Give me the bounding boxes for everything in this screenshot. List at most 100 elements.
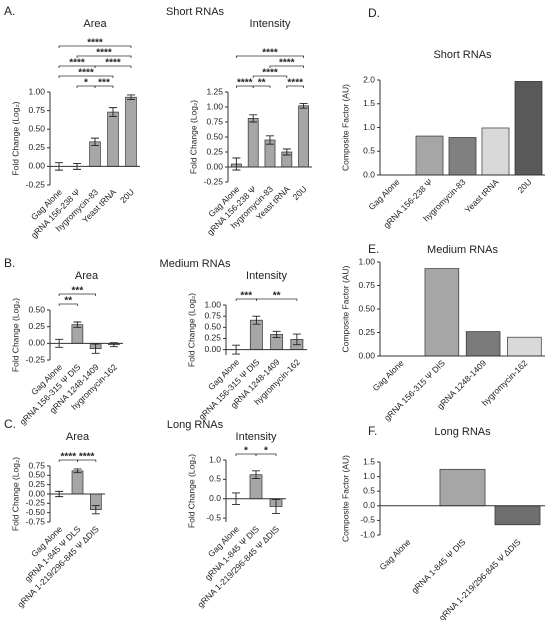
- y-axis-label: Composite Factor (AU): [340, 265, 350, 352]
- y-tick-label: 1.0: [363, 122, 375, 132]
- x-tick-label: Gag Alone: [377, 537, 412, 572]
- bar: [71, 470, 84, 495]
- bar: [415, 135, 444, 176]
- y-tick-label: 0.5: [363, 146, 375, 156]
- error-bar: [249, 114, 258, 123]
- significance-label: *: [244, 446, 248, 457]
- error-bar: [91, 137, 99, 147]
- section-title: Short RNAs: [166, 6, 225, 18]
- y-tick-label: 0.0: [209, 493, 221, 503]
- y-tick-label: -0.5: [206, 512, 221, 522]
- significance-bracket: [286, 85, 304, 88]
- panel-label: F.: [368, 424, 377, 438]
- bar: [494, 505, 541, 526]
- panel-label: B.: [4, 256, 15, 270]
- y-tick-label: 0.00: [28, 338, 45, 348]
- y-tick-label: -0.25: [26, 179, 46, 189]
- significance-label: ****: [279, 58, 295, 69]
- bar: [424, 268, 460, 357]
- chart-title: Short RNAs: [433, 49, 492, 61]
- x-tick-label: 20U: [515, 177, 533, 195]
- panel-label: A.: [4, 4, 15, 18]
- bar: [125, 96, 137, 167]
- significance-bracket: [255, 298, 298, 301]
- error-bar: [73, 321, 82, 328]
- significance-label: **: [258, 78, 266, 89]
- y-axis-label: Fold Change (Log₂): [10, 101, 20, 175]
- error-bar: [252, 470, 260, 480]
- y-tick-label: 0.25: [358, 327, 375, 337]
- error-bar: [91, 343, 100, 354]
- y-tick-label: 0.0: [363, 169, 375, 179]
- y-tick-label: 0.75: [206, 116, 223, 126]
- significance-bracket: [236, 55, 304, 58]
- significance-bracket: [94, 85, 114, 88]
- bar: [514, 81, 543, 176]
- chart-title: Area: [66, 431, 90, 443]
- significance-label: ****: [61, 452, 77, 463]
- y-axis-label: Composite Factor (AU): [340, 84, 350, 171]
- y-axis-label: Fold Change (Log₂): [188, 100, 198, 174]
- y-tick-label: 0.00: [28, 488, 45, 498]
- significance-label: ****: [87, 38, 103, 49]
- bar: [247, 118, 259, 168]
- bar: [481, 127, 510, 176]
- y-tick-label: 0.75: [358, 280, 375, 290]
- y-tick-label: -0.50: [26, 507, 46, 517]
- significance-label: ****: [262, 48, 278, 59]
- y-tick-label: 2.0: [363, 74, 375, 84]
- significance-label: ****: [69, 58, 85, 69]
- y-tick-label: 0.25: [28, 321, 45, 331]
- y-tick-label: 0.25: [28, 479, 45, 489]
- y-tick-label: 1.5: [363, 456, 375, 466]
- panel-label: D.: [368, 6, 380, 20]
- error-bar: [299, 102, 308, 109]
- significance-bracket: [252, 85, 271, 88]
- y-tick-label: 0.50: [28, 304, 45, 314]
- y-tick-label: -0.5: [360, 515, 375, 525]
- chart-title: Intensity: [236, 431, 277, 443]
- significance-label: **: [64, 296, 72, 307]
- y-tick-label: 0.25: [206, 146, 223, 156]
- significance-bracket: [58, 45, 132, 48]
- x-tick-label: gRNA 1-845 Ψ DIS: [409, 537, 467, 595]
- significance-label: *: [264, 446, 268, 457]
- significance-label: ****: [287, 78, 303, 89]
- significance-bracket: [58, 293, 97, 296]
- y-tick-label: 1.25: [206, 86, 223, 96]
- y-tick-label: 0.25: [28, 142, 45, 152]
- significance-label: ****: [79, 452, 95, 463]
- section-title: Medium RNAs: [160, 258, 231, 270]
- chart-title: Intensity: [250, 18, 291, 30]
- significance-label: ****: [105, 58, 121, 69]
- y-tick-label: 0.50: [28, 123, 45, 133]
- y-tick-label: 1.5: [363, 98, 375, 108]
- error-bar: [272, 499, 280, 514]
- y-axis-label: Fold Change (Log₂): [186, 454, 196, 528]
- y-tick-label: 0.75: [204, 310, 221, 320]
- y-tick-label: 0.5: [209, 474, 221, 484]
- significance-label: *: [84, 78, 88, 89]
- significance-bracket: [252, 75, 288, 78]
- significance-bracket: [58, 65, 96, 68]
- significance-bracket: [255, 453, 277, 456]
- significance-label: ****: [262, 68, 278, 79]
- y-tick-label: 0.75: [28, 460, 45, 470]
- y-tick-label: 0.5: [363, 485, 375, 495]
- bar: [298, 105, 309, 168]
- bar: [465, 331, 501, 357]
- error-bar: [127, 94, 135, 100]
- significance-label: ***: [72, 286, 84, 297]
- panel-label: E.: [368, 242, 379, 256]
- y-tick-label: 0.00: [204, 344, 221, 354]
- significance-bracket: [269, 65, 304, 68]
- error-bar: [73, 468, 82, 474]
- y-tick-label: 0.50: [204, 322, 221, 332]
- y-tick-label: 0.0: [363, 500, 375, 510]
- error-bar: [232, 157, 241, 171]
- error-bar: [292, 333, 301, 346]
- error-bar: [282, 148, 291, 156]
- y-axis-label: Fold Change (Log₂): [10, 457, 20, 531]
- significance-label: ***: [240, 291, 252, 302]
